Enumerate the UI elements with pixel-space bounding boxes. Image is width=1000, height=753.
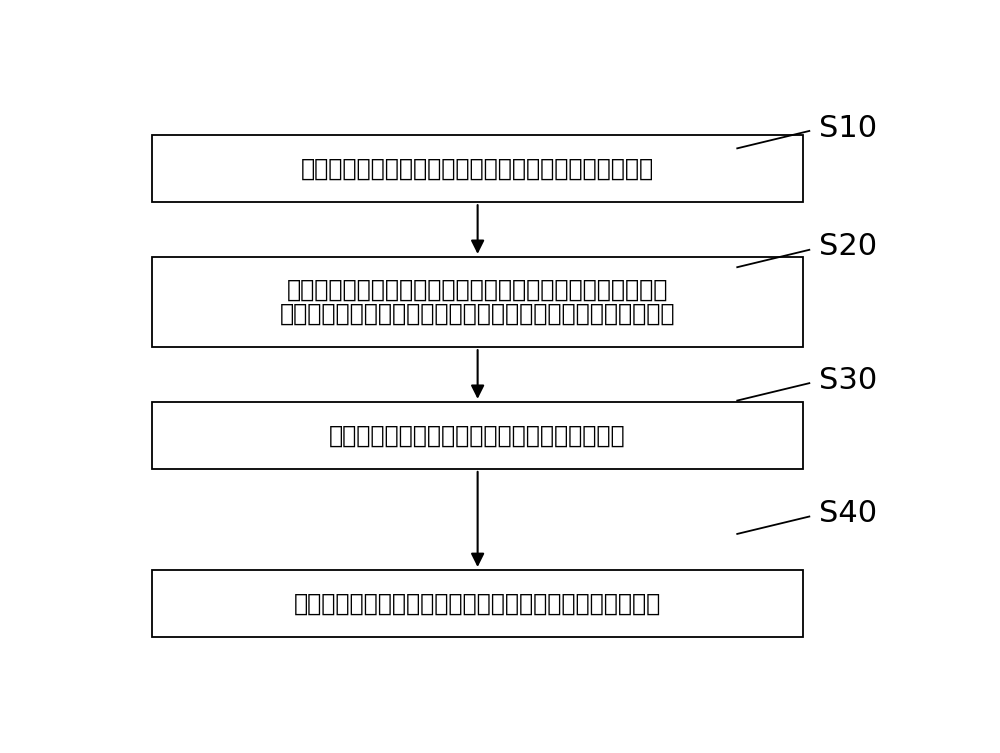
- Text: S20: S20: [819, 233, 877, 261]
- Bar: [152, 570, 803, 637]
- Bar: [152, 257, 803, 347]
- Text: S40: S40: [819, 499, 877, 528]
- Bar: [152, 136, 803, 202]
- Text: 根据所述进入气缸流量值和所述节气门流量值获取第一比率，: 根据所述进入气缸流量值和所述节气门流量值获取第一比率，: [287, 278, 668, 302]
- Bar: [152, 402, 803, 468]
- Text: 根据所述进入气缸流量值和所述空气流量计流量值获取第二比率: 根据所述进入气缸流量值和所述空气流量计流量值获取第二比率: [280, 302, 675, 326]
- Text: 获取进入气缸流量值、节气门流量值、空气流量计流量值: 获取进入气缸流量值、节气门流量值、空气流量计流量值: [301, 157, 654, 181]
- Text: S30: S30: [819, 366, 877, 395]
- Text: S10: S10: [819, 114, 877, 142]
- Text: 根据所述第一比率和所述第二比率判断是否漏气: 根据所述第一比率和所述第二比率判断是否漏气: [329, 423, 626, 447]
- Text: 若存在漏气，根据所述第一比率和所述第二比率诊断漏气点: 若存在漏气，根据所述第一比率和所述第二比率诊断漏气点: [294, 592, 661, 615]
